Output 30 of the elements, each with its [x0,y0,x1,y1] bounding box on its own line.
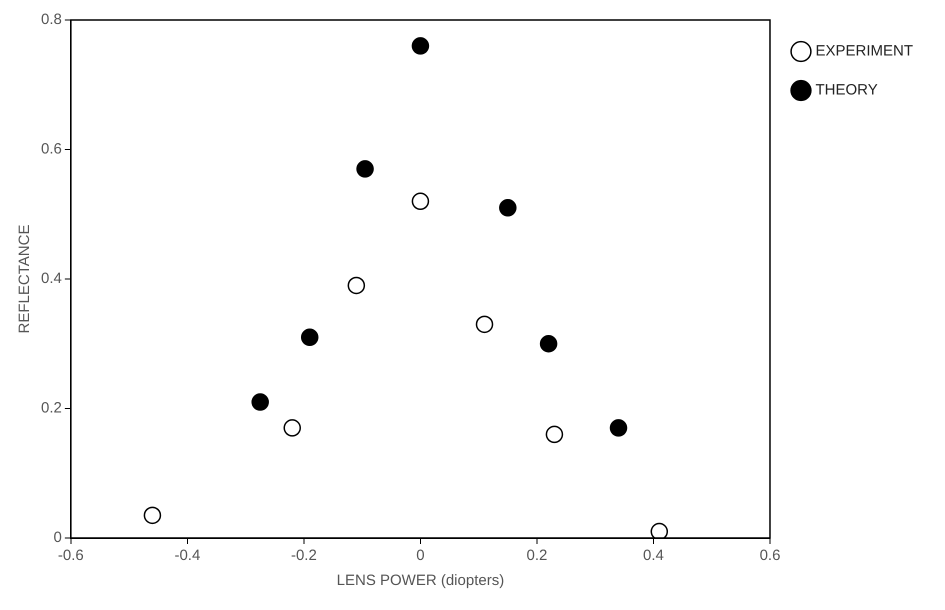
point [540,335,558,352]
point [476,316,494,334]
y-tick-label: 0.4 [40,270,62,288]
point [251,393,269,411]
point [412,192,430,210]
point [348,276,366,294]
y-tick-label: 0 [54,529,62,546]
x-tick-label: 0 [416,547,425,564]
y-tick-label: 0.8 [40,11,62,28]
x-tick-label: 0.6 [760,547,780,564]
y-tick-label: 0.2 [40,400,62,417]
point [499,199,517,217]
point [144,506,162,524]
x-tick-label: -0.6 [58,547,84,564]
legend-label: EXPERIMENT [815,42,913,60]
x-tick-label: -0.2 [290,547,317,564]
point [356,160,374,178]
x-axis-title: LENS POWER (diopters) [336,572,504,590]
point [412,37,430,55]
x-tick-label: -0.4 [174,547,200,564]
legend-label: THEORY [815,82,878,99]
y-tick-label: 0.6 [40,140,62,158]
x-tick-label: 0.2 [526,547,548,564]
x-tick-label: 0.4 [643,547,664,564]
point [546,426,564,444]
point [650,522,668,538]
point [283,419,301,437]
point [610,419,628,437]
point [300,328,318,346]
y-axis-title: REFLECTANCE [16,224,34,334]
